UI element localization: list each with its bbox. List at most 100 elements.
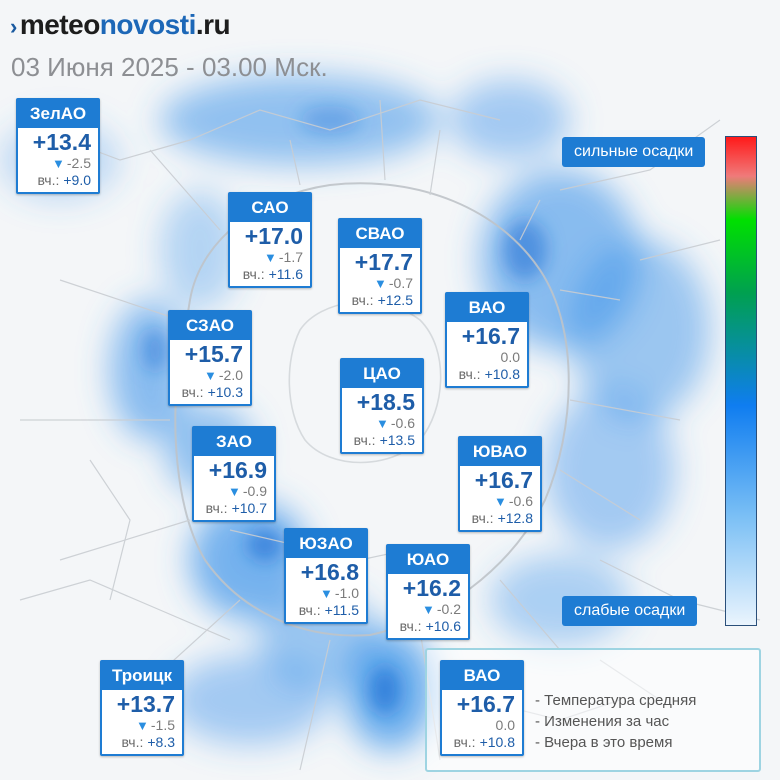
- legend-box: ВАО +16.7 0.0 вч.: +10.8 - Температура ср…: [425, 648, 761, 772]
- trend-down-icon: ▼: [228, 484, 241, 499]
- district-name: ЗАО: [194, 428, 274, 456]
- site-logo[interactable]: › meteonovosti.ru: [10, 8, 231, 44]
- district-yesterday: вч.: +10.7: [206, 500, 267, 516]
- change-value: -0.6: [390, 415, 415, 431]
- change-value: 0.0: [495, 717, 515, 733]
- district-name: Троицк: [102, 662, 182, 690]
- district-yesterday: вч.: +12.8: [472, 510, 533, 526]
- logo-part-domain: .ru: [195, 9, 231, 40]
- yesterday-value: +10.6: [425, 618, 461, 634]
- change-value: -2.0: [218, 367, 243, 383]
- district-yesterday: вч.: +10.6: [400, 618, 461, 634]
- district-name: ВАО: [442, 662, 522, 690]
- district-temp: +16.7: [461, 323, 520, 349]
- district-card-cao[interactable]: ЦАО +18.5 ▼ -0.6 вч.: +13.5: [340, 358, 424, 454]
- district-card-yuao[interactable]: ЮАО +16.2 ▼ -0.2 вч.: +10.6: [386, 544, 470, 640]
- district-yesterday: вч.: +9.0: [37, 172, 91, 188]
- district-change: ▼ -1.0: [320, 586, 359, 601]
- district-change: ▼ -0.6: [494, 494, 533, 509]
- change-value: -1.5: [150, 717, 175, 733]
- yesterday-value: +9.0: [63, 172, 91, 188]
- district-card-zao[interactable]: ЗАО +16.9 ▼ -0.9 вч.: +10.7: [192, 426, 276, 522]
- strong-precip-label: сильные осадки: [562, 137, 706, 167]
- district-name: ВАО: [447, 294, 527, 322]
- yesterday-value: +8.3: [147, 734, 175, 750]
- district-yesterday: вч.: +12.5: [352, 292, 413, 308]
- district-temp: +16.2: [402, 575, 461, 601]
- district-temp: +16.7: [456, 691, 515, 717]
- yesterday-value: +11.5: [324, 602, 359, 618]
- trend-down-icon: ▼: [204, 368, 217, 383]
- yesterday-value: +10.3: [207, 384, 243, 400]
- yesterday-label: вч.:: [353, 432, 376, 448]
- trend-down-icon: ▼: [374, 276, 387, 291]
- district-temp: +16.9: [208, 457, 267, 483]
- trend-down-icon: ▼: [52, 156, 65, 171]
- district-temp: +16.8: [300, 559, 359, 585]
- district-change: 0.0: [501, 350, 520, 364]
- district-temp: +15.7: [184, 341, 243, 367]
- yesterday-label: вч.:: [471, 510, 494, 526]
- trend-down-icon: ▼: [136, 718, 149, 733]
- yesterday-label: вч.:: [37, 172, 60, 188]
- district-yesterday: вч.: +11.5: [299, 602, 359, 618]
- yesterday-label: вч.:: [453, 734, 476, 750]
- district-name: СВАО: [340, 220, 420, 248]
- yesterday-value: +10.8: [484, 366, 520, 382]
- yesterday-label: вч.:: [458, 366, 481, 382]
- district-name: ЮЗАО: [286, 530, 366, 558]
- yesterday-value: +13.5: [379, 432, 415, 448]
- district-change: ▼ -2.0: [204, 368, 243, 383]
- yesterday-label: вч.:: [181, 384, 204, 400]
- district-change: ▼ -2.5: [52, 156, 91, 171]
- district-temp: +13.4: [32, 129, 91, 155]
- trend-down-icon: ▼: [494, 494, 507, 509]
- legend-sample-card: ВАО +16.7 0.0 вч.: +10.8: [440, 660, 524, 756]
- change-value: -0.9: [242, 483, 267, 499]
- district-card-svao[interactable]: СВАО +17.7 ▼ -0.7 вч.: +12.5: [338, 218, 422, 314]
- district-card-vao[interactable]: ВАО +16.7 0.0 вч.: +10.8: [445, 292, 529, 388]
- district-change: ▼ -0.6: [376, 416, 415, 431]
- precip-intensity-scale: [725, 136, 757, 626]
- yesterday-value: +10.8: [479, 734, 515, 750]
- district-temp: +18.5: [356, 389, 415, 415]
- legend-line-temp: - Температура средняя: [535, 692, 697, 709]
- district-name: ЮВАО: [460, 438, 540, 466]
- trend-down-icon: ▼: [264, 250, 277, 265]
- district-change: ▼ -0.2: [422, 602, 461, 617]
- road-network: [19, 99, 761, 771]
- legend-line-change: - Изменения за час: [535, 713, 670, 730]
- yesterday-label: вч.:: [121, 734, 144, 750]
- district-change: ▼ -0.9: [228, 484, 267, 499]
- district-card-szao[interactable]: СЗАО +15.7 ▼ -2.0 вч.: +10.3: [168, 310, 252, 406]
- district-change: ▼ -0.7: [374, 276, 413, 291]
- yesterday-label: вч.:: [351, 292, 374, 308]
- change-value: -2.5: [66, 155, 91, 171]
- change-value: -0.7: [388, 275, 413, 291]
- trend-down-icon: ▼: [422, 602, 435, 617]
- district-card-zelao[interactable]: ЗелАО +13.4 ▼ -2.5 вч.: +9.0: [16, 98, 100, 194]
- district-name: ЮАО: [388, 546, 468, 574]
- forecast-datetime: 03 Июня 2025 - 03.00 Мск.: [11, 52, 328, 82]
- district-card-yuzao[interactable]: ЮЗАО +16.8 ▼ -1.0 вч.: +11.5: [284, 528, 368, 624]
- trend-down-icon: ▼: [320, 586, 333, 601]
- district-card-sao[interactable]: САО +17.0 ▼ -1.7 вч.: +11.6: [228, 192, 312, 288]
- district-card-troitsk[interactable]: Троицк +13.7 ▼ -1.5 вч.: +8.3: [100, 660, 184, 756]
- change-value: -1.0: [334, 585, 359, 601]
- district-change: ▼ -1.5: [136, 718, 175, 733]
- weak-precip-label: слабые осадки: [562, 596, 698, 626]
- district-change: ▼ -1.7: [264, 250, 303, 265]
- trend-down-icon: ▼: [376, 416, 389, 431]
- district-name: ЗелАО: [18, 100, 98, 128]
- district-name: САО: [230, 194, 310, 222]
- district-yesterday: вч.: +13.5: [354, 432, 415, 448]
- yesterday-label: вч.:: [298, 602, 321, 618]
- change-value: -1.7: [278, 249, 303, 265]
- district-change: 0.0: [496, 718, 515, 732]
- yesterday-value: +11.6: [268, 266, 303, 282]
- logo-mark: ›: [10, 14, 17, 39]
- district-card-yuvao[interactable]: ЮВАО +16.7 ▼ -0.6 вч.: +12.8: [458, 436, 542, 532]
- logo-part-meteo: meteo: [19, 9, 100, 40]
- district-temp: +13.7: [116, 691, 175, 717]
